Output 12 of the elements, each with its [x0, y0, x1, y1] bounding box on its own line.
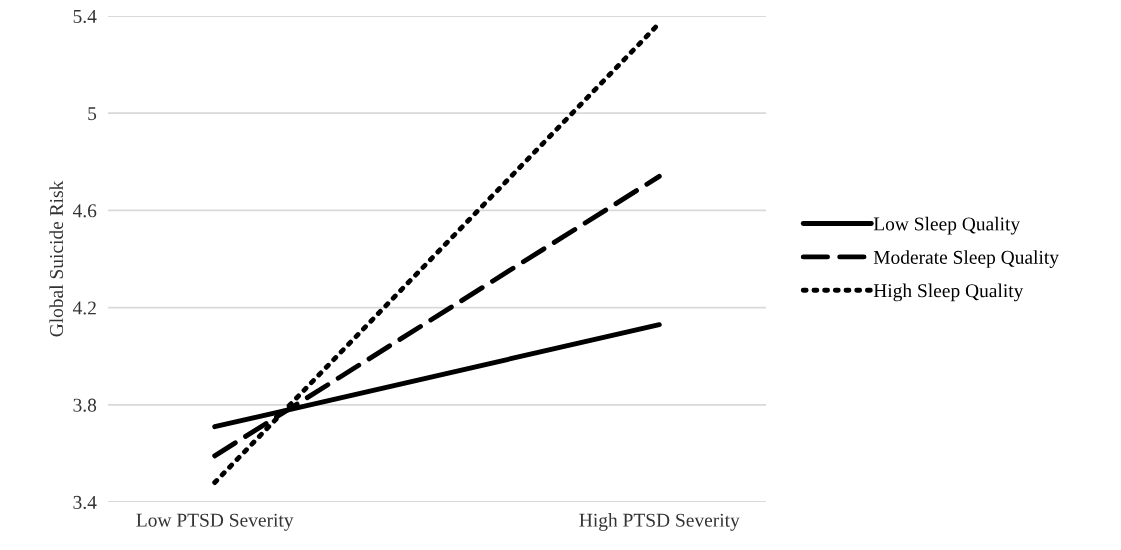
- y-tick-label: 4.6: [72, 204, 97, 218]
- x-tick-label: High PTSD Severity: [579, 513, 740, 531]
- y-tick-label: 5: [88, 107, 97, 121]
- y-axis-title: Global Suicide Risk: [49, 180, 64, 337]
- x-tick-label: Low PTSD Severity: [136, 513, 294, 531]
- legend-label: Moderate Sleep Quality: [873, 250, 1059, 268]
- legend-label: High Sleep Quality: [873, 283, 1024, 302]
- y-tick-label: 4.2: [72, 301, 96, 315]
- legend-label: Low Sleep Quality: [873, 216, 1021, 235]
- y-tick-label: 3.4: [73, 495, 97, 510]
- y-tick-label: 3.8: [73, 398, 97, 412]
- y-tick-label: 5.4: [73, 9, 97, 24]
